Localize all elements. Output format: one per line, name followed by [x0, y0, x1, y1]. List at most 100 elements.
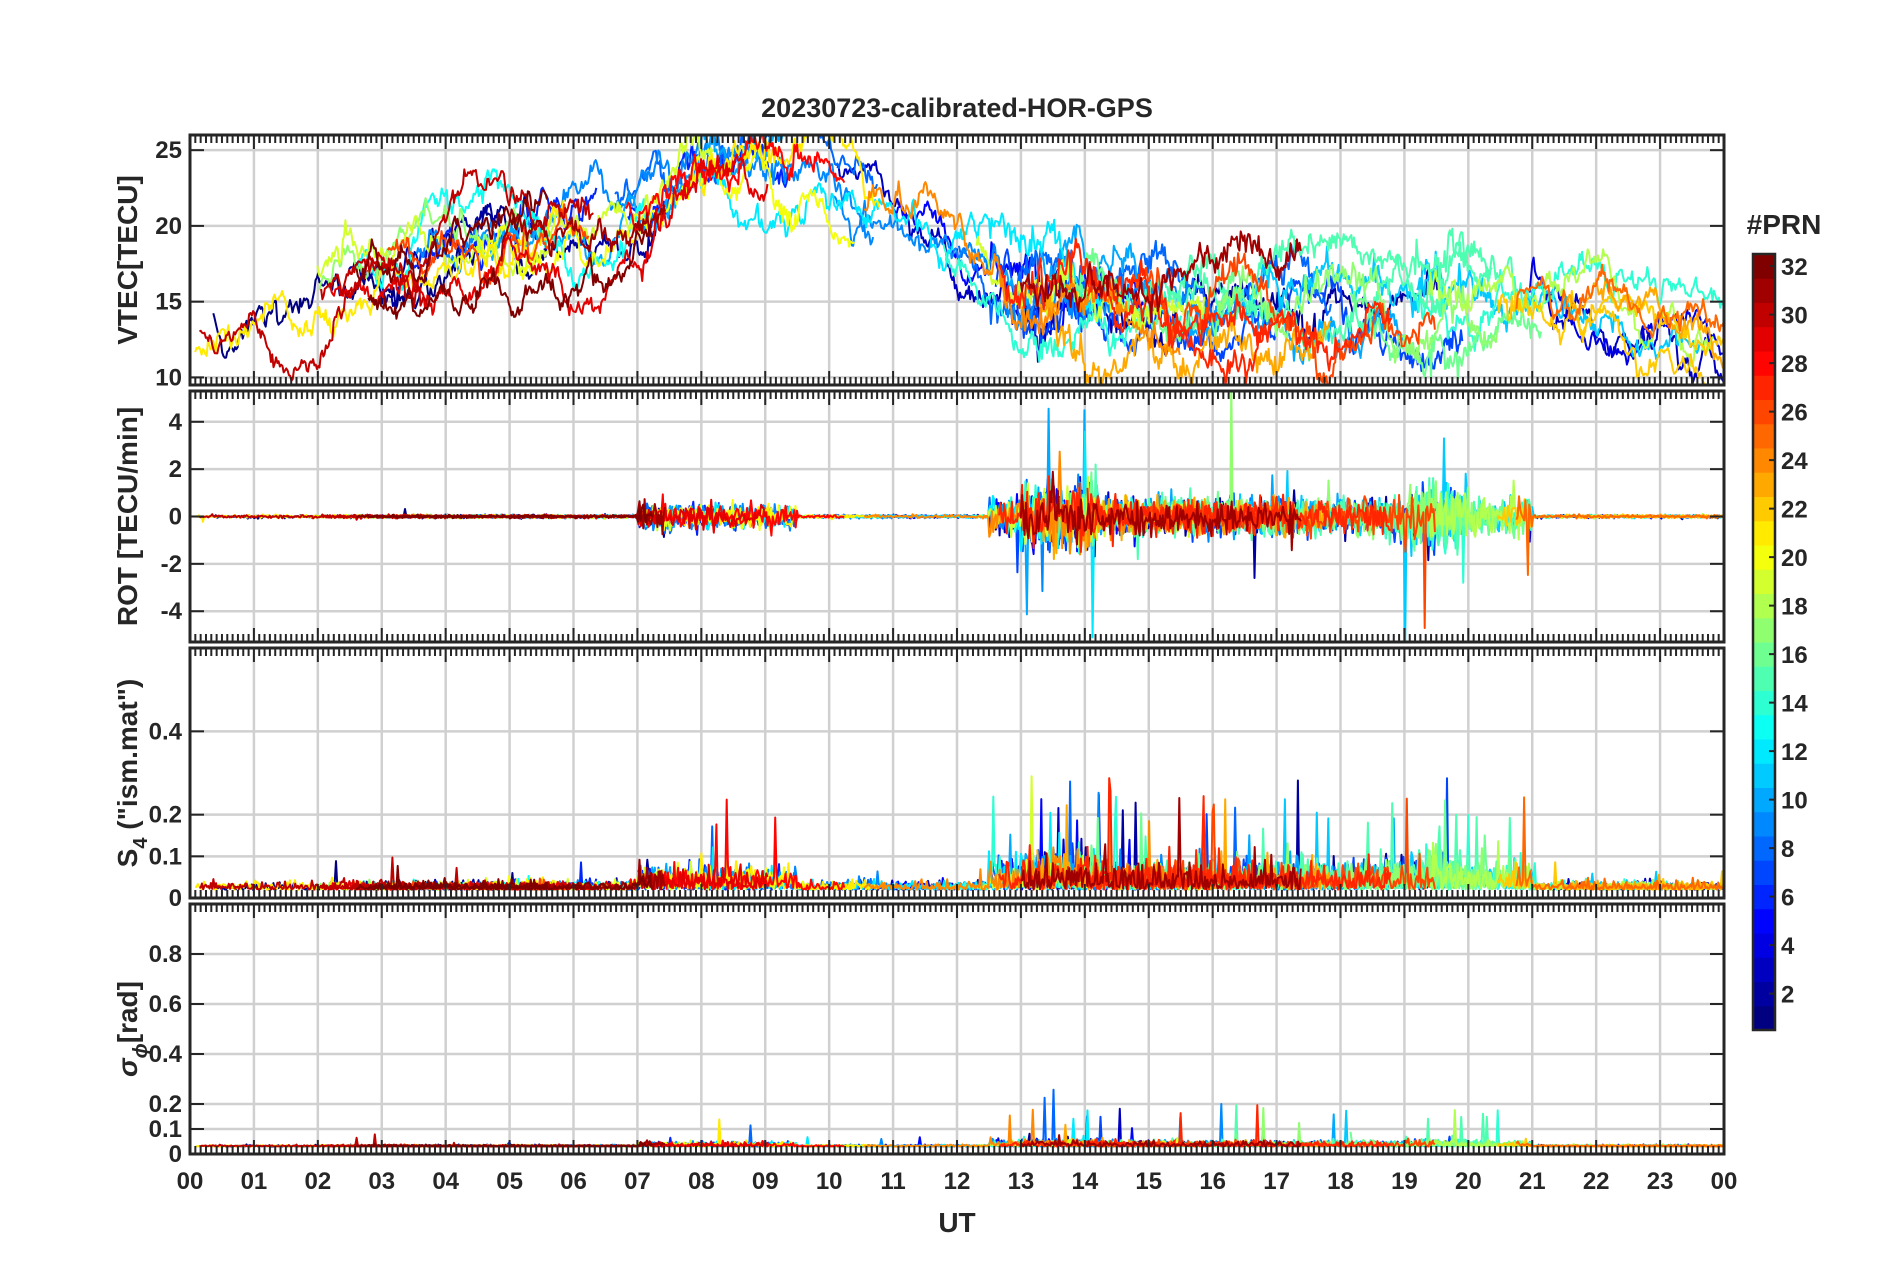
y-tick-label: 0.1: [149, 1116, 182, 1143]
series-prn-31: [1020, 1134, 1302, 1148]
colorbar-tick-label: 14: [1781, 691, 1808, 718]
panel-ticks: [189, 648, 1725, 899]
colorbar-segment: [1753, 423, 1775, 449]
y-tick-label: 0.6: [149, 991, 182, 1018]
colorbar-segment: [1753, 957, 1775, 982]
y-axis-label: σϕ[rad]: [112, 981, 152, 1077]
colorbar-tick-label: 4: [1781, 933, 1795, 960]
series-prn-32: [367, 224, 654, 320]
panel-sigma: 00.10.2 0.4 0.6 0.8 σϕ[rad] 00 01 02 03 04 05 06 07 0…: [112, 902, 1738, 1195]
series-prn-1: [212, 205, 547, 359]
colorbar-segment: [1753, 399, 1775, 425]
colorbar-segment: [1753, 569, 1775, 594]
series-prn-29: [328, 153, 769, 317]
colorbar-segment: [1753, 836, 1775, 861]
y-tick-label: 2: [169, 456, 182, 483]
series-prn-32: [355, 189, 548, 284]
x-tick-label: 01: [241, 1168, 268, 1195]
x-tick-label: 05: [496, 1168, 523, 1195]
series-prn-6: [627, 141, 791, 234]
x-tick-label: 08: [688, 1168, 715, 1195]
y-tick-label: -4: [161, 598, 183, 625]
colorbar-segment: [1753, 1005, 1775, 1031]
series-prn-28: [625, 493, 845, 537]
colorbar-segment: [1753, 545, 1775, 570]
x-tick-label: 22: [1583, 1168, 1610, 1195]
colorbar-tick-label: 2: [1781, 982, 1794, 1009]
x-tick-label: 13: [1008, 1168, 1035, 1195]
x-tick-label: 21: [1519, 1168, 1546, 1195]
series-prn-12: [692, 163, 1108, 317]
y-tick-label: 15: [155, 289, 182, 316]
colorbar-tick-label: 28: [1781, 351, 1808, 378]
panel-rot: -4 -2 0 2 4 ROT [TECU/min]: [112, 389, 1726, 644]
colorbar-segment: [1753, 884, 1775, 910]
panel-series: [194, 135, 1724, 385]
y-tick-label: 0.2: [149, 802, 182, 829]
panel-ticks: [189, 904, 1725, 1155]
y-tick-label: 0: [169, 885, 182, 912]
colorbar-segment: [1753, 860, 1775, 885]
y-tick-label: 0.2: [149, 1091, 182, 1118]
colorbar-segment: [1753, 908, 1775, 934]
x-tick-label: 23: [1647, 1168, 1674, 1195]
colorbar-segment: [1753, 375, 1775, 400]
series-prn-19: [316, 135, 714, 278]
series-prn-31: [1019, 230, 1302, 324]
y-label-subscript: ϕ: [130, 1043, 152, 1058]
panel-series: [195, 775, 1724, 891]
colorbar-frame: [1751, 252, 1777, 1032]
x-tick-label: 00: [1711, 1168, 1738, 1195]
series-prn-27: [1086, 259, 1392, 385]
y-tick-label: -2: [161, 551, 182, 578]
series-prn-10: [478, 135, 784, 267]
colorbar-segment: [1753, 981, 1775, 1007]
y-tick-label: 20: [155, 213, 182, 240]
series-prn-14: [1412, 250, 1724, 352]
y-tick-label: 0.8: [149, 941, 182, 968]
y-label-rest: ("ism.mat"): [112, 679, 143, 838]
panel-ticks: [189, 135, 1725, 385]
colorbar-tick-label: 10: [1781, 788, 1808, 815]
colorbar-segment: [1753, 811, 1775, 837]
y-tick-label: 25: [155, 137, 182, 164]
y-tick-label: 0: [169, 1141, 182, 1168]
chart-title: 20230723-calibrated-HOR-GPS: [761, 93, 1153, 123]
x-tick-label: 17: [1263, 1168, 1290, 1195]
series-prn-32: [367, 503, 654, 524]
x-tick-label: 03: [368, 1168, 395, 1195]
x-tick-label: 15: [1135, 1168, 1162, 1195]
colorbar-segment: [1753, 763, 1775, 788]
series-prn-25: [1515, 263, 1724, 339]
y-tick-label: 10: [155, 364, 182, 391]
y-tick-label: 0.1: [149, 843, 182, 870]
y-tick-label: 0: [169, 504, 182, 531]
x-tick-label: 18: [1327, 1168, 1354, 1195]
colorbar-segment: [1753, 739, 1775, 764]
colorbar-segment: [1753, 472, 1775, 497]
colorbar-segment: [1753, 617, 1775, 643]
colorbar-tick-label: 8: [1781, 836, 1794, 863]
x-tick-label: 07: [624, 1168, 651, 1195]
x-tick-label: 10: [816, 1168, 843, 1195]
x-tick-label: 19: [1391, 1168, 1418, 1195]
colorbar-segment: [1753, 787, 1775, 813]
series-prn-25: [1515, 1140, 1724, 1148]
colorbar-segment: [1753, 690, 1775, 716]
y-label-main: S: [112, 849, 143, 868]
y-label-main: σ: [112, 1057, 143, 1077]
panel-ticks: [189, 391, 1725, 642]
series-prn-31: [1020, 797, 1302, 891]
colorbar-tick-label: 6: [1781, 885, 1794, 912]
y-axis-label: ROT [TECU/min]: [112, 407, 143, 626]
colorbar-segment: [1753, 302, 1775, 328]
x-tick-label: 02: [304, 1168, 331, 1195]
y-label-rest: [rad]: [112, 981, 143, 1043]
colorbar-segment: [1753, 496, 1775, 522]
series-prn-31: [500, 204, 666, 262]
x-tick-label: 09: [752, 1168, 779, 1195]
x-tick-label: 14: [1071, 1168, 1098, 1195]
series-prn-25: [1515, 796, 1724, 891]
series-prn-20: [477, 142, 855, 281]
